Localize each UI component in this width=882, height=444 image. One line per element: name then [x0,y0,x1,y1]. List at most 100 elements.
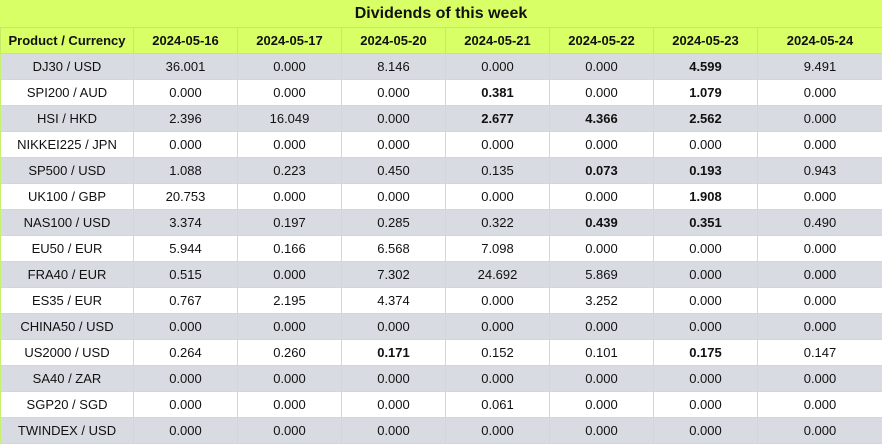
dividend-value-cell: 0.000 [446,132,550,158]
dividend-value-cell: 7.098 [446,236,550,262]
dividend-value-cell: 0.000 [342,418,446,444]
dividend-value-cell: 0.381 [446,80,550,106]
dividend-value-cell: 3.374 [134,210,238,236]
dividend-value-cell: 0.490 [758,210,882,236]
dividend-value-cell: 0.147 [758,340,882,366]
dividend-value-cell: 24.692 [446,262,550,288]
product-cell: FRA40 / EUR [1,262,134,288]
product-cell: NIKKEI225 / JPN [1,132,134,158]
dividend-value-cell: 0.000 [134,366,238,392]
column-header-date: 2024-05-24 [758,28,882,54]
dividend-value-cell: 16.049 [238,106,342,132]
product-cell: UK100 / GBP [1,184,134,210]
dividend-value-cell: 0.000 [342,132,446,158]
dividend-value-cell: 0.000 [342,392,446,418]
dividend-value-cell: 36.001 [134,54,238,80]
column-header-date: 2024-05-21 [446,28,550,54]
product-cell: ES35 / EUR [1,288,134,314]
dividend-value-cell: 3.252 [550,288,654,314]
dividend-value-cell: 0.000 [758,366,882,392]
dividend-value-cell: 0.166 [238,236,342,262]
dividend-value-cell: 4.374 [342,288,446,314]
dividend-value-cell: 0.000 [134,132,238,158]
dividend-value-cell: 0.000 [238,418,342,444]
table-header-row: Product / Currency 2024-05-16 2024-05-17… [1,28,882,54]
dividend-value-cell: 0.193 [654,158,758,184]
dividend-value-cell: 4.599 [654,54,758,80]
dividend-value-cell: 8.146 [342,54,446,80]
dividend-value-cell: 0.000 [758,106,882,132]
dividend-value-cell: 0.197 [238,210,342,236]
dividend-value-cell: 0.000 [550,418,654,444]
column-header-date: 2024-05-17 [238,28,342,54]
dividend-value-cell: 0.000 [654,392,758,418]
dividend-value-cell: 0.322 [446,210,550,236]
dividend-value-cell: 0.135 [446,158,550,184]
product-cell: TWINDEX / USD [1,418,134,444]
dividend-value-cell: 5.944 [134,236,238,262]
column-header-date: 2024-05-23 [654,28,758,54]
product-cell: HSI / HKD [1,106,134,132]
dividend-value-cell: 2.677 [446,106,550,132]
column-header-date: 2024-05-16 [134,28,238,54]
dividend-value-cell: 0.061 [446,392,550,418]
dividend-value-cell: 0.000 [134,392,238,418]
dividend-value-cell: 2.396 [134,106,238,132]
dividend-value-cell: 0.000 [758,288,882,314]
column-header-product: Product / Currency [1,28,134,54]
dividend-value-cell: 0.000 [758,418,882,444]
dividend-value-cell: 0.000 [550,80,654,106]
dividend-value-cell: 0.515 [134,262,238,288]
dividend-value-cell: 0.000 [550,184,654,210]
dividend-value-cell: 0.000 [238,54,342,80]
dividend-value-cell: 0.000 [550,392,654,418]
dividend-value-cell: 0.000 [238,80,342,106]
dividend-value-cell: 0.000 [654,314,758,340]
dividend-value-cell: 0.152 [446,340,550,366]
dividends-table: Product / Currency 2024-05-16 2024-05-17… [0,27,882,444]
dividend-value-cell: 0.223 [238,158,342,184]
dividend-value-cell: 7.302 [342,262,446,288]
dividend-value-cell: 0.000 [342,80,446,106]
column-header-date: 2024-05-22 [550,28,654,54]
dividend-value-cell: 6.568 [342,236,446,262]
dividend-value-cell: 0.260 [238,340,342,366]
product-cell: SPI200 / AUD [1,80,134,106]
dividend-value-cell: 0.450 [342,158,446,184]
dividend-value-cell: 0.767 [134,288,238,314]
dividend-value-cell: 1.908 [654,184,758,210]
dividend-value-cell: 0.000 [654,236,758,262]
dividend-value-cell: 0.000 [342,366,446,392]
dividend-value-cell: 0.000 [134,314,238,340]
dividend-value-cell: 1.079 [654,80,758,106]
dividend-value-cell: 0.073 [550,158,654,184]
dividend-value-cell: 0.000 [654,132,758,158]
dividend-value-cell: 0.000 [550,54,654,80]
dividend-value-cell: 0.000 [238,392,342,418]
dividend-value-cell: 0.000 [238,366,342,392]
dividend-value-cell: 0.000 [654,262,758,288]
dividend-value-cell: 0.000 [654,288,758,314]
dividend-value-cell: 2.562 [654,106,758,132]
dividend-value-cell: 9.491 [758,54,882,80]
dividend-value-cell: 0.000 [550,236,654,262]
dividend-value-cell: 4.366 [550,106,654,132]
dividend-value-cell: 0.000 [446,288,550,314]
dividend-value-cell: 0.101 [550,340,654,366]
product-cell: US2000 / USD [1,340,134,366]
dividend-value-cell: 0.351 [654,210,758,236]
dividend-value-cell: 0.439 [550,210,654,236]
product-cell: DJ30 / USD [1,54,134,80]
